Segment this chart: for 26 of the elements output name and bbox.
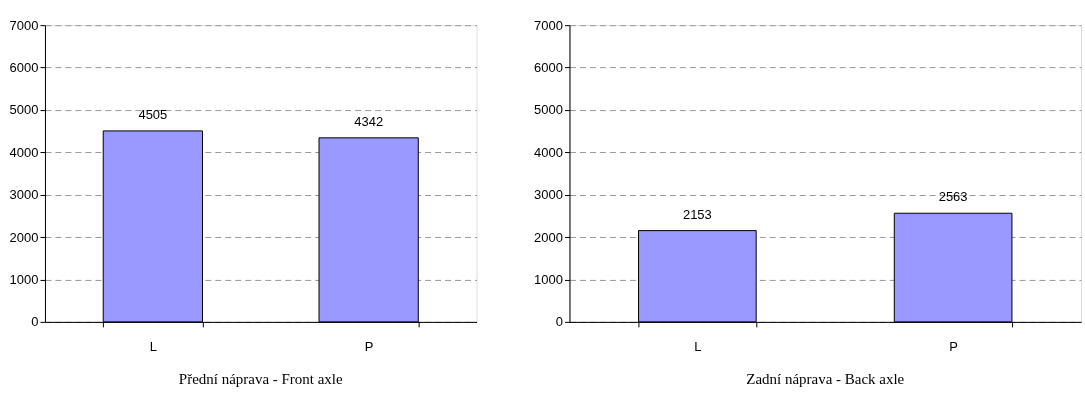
x-tick-label: L [694,339,702,355]
y-tick-label: 2000 [534,229,563,245]
text: Zadní náprava - Back axle [746,370,905,387]
y-tick-label: 1000 [9,271,39,287]
text: Přední náprava - Front axle [178,370,343,387]
data-label: 2563 [938,189,968,205]
data-label: 4505 [138,106,168,122]
x-tick-label: P [364,339,374,355]
y-tick-label: 3000 [9,187,39,203]
y-tick-label: 0 [555,314,563,330]
y-tick-label: 7000 [9,17,39,33]
y-tick-label: 5000 [9,102,39,118]
data-label: 4342 [354,113,384,129]
y-tick-label: 4000 [534,144,563,160]
y-tick-label: 4000 [9,144,39,160]
y-tick-label: 7000 [534,17,563,33]
y-tick-label: 0 [31,314,39,330]
y-tick-label: 6000 [534,60,563,76]
y-tick-label: 3000 [534,187,563,203]
y-tick-label: 1000 [534,271,563,287]
x-tick-label: L [149,339,157,355]
y-tick-label: 5000 [534,102,563,118]
y-tick-label: 6000 [9,60,39,76]
data-label: 2153 [682,206,712,222]
x-tick-label: P [949,339,958,355]
y-tick-label: 2000 [9,229,39,245]
